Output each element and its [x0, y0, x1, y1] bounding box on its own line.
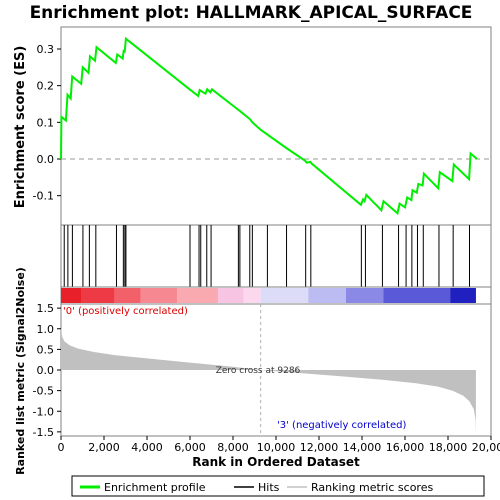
es-y-tick-label: 0.0 [37, 153, 55, 166]
gradient-segment [383, 288, 451, 303]
x-tick-label: 20,000 [472, 441, 500, 454]
x-tick-label: 16,000 [386, 441, 425, 454]
negative-correlation-label: '3' (negatively correlated) [277, 420, 406, 431]
gradient-segment [140, 288, 178, 303]
metric-y-tick-label: -0.5 [33, 385, 54, 398]
legend-hits-label: Hits [258, 481, 280, 494]
hits-panel-frame [60, 224, 492, 288]
enrichment-profile-line [60, 36, 478, 216]
legend-metric-label: Ranking metric scores [311, 481, 433, 494]
metric-y-tick-label: 1.5 [37, 302, 55, 315]
x-tick-label: 2,000 [88, 441, 120, 454]
x-tick-label: 8,000 [217, 441, 249, 454]
positive-correlation-label: '0' (positively correlated) [63, 306, 188, 317]
gradient-segment [243, 288, 261, 303]
gradient-segment [81, 288, 115, 303]
metric-y-tick-label: -1.5 [33, 426, 54, 439]
zero-cross-label: Zero cross at 9286 [216, 366, 301, 376]
gradient-segment [345, 288, 384, 303]
x-tick-label: 10,000 [257, 441, 296, 454]
legend-box [71, 475, 485, 497]
es-y-tick-label: -0.1 [33, 190, 54, 203]
x-axis: 0 2,000 4,000 6,000 8,000 10,000 12,000 14,000 1… [58, 436, 500, 454]
hits-track [63, 225, 470, 287]
metric-y-tick-label: -1.0 [33, 405, 54, 418]
x-tick-label: 4,000 [131, 441, 163, 454]
rank-gradient-bar [61, 288, 476, 303]
ranking-metric-area [61, 326, 476, 433]
gradient-segment [177, 288, 218, 303]
x-tick-label: 12,000 [300, 441, 339, 454]
gradient-segment [450, 288, 476, 303]
x-axis-label: Rank in Ordered Dataset [192, 455, 360, 469]
gradient-segment [260, 288, 309, 303]
gradient-segment [308, 288, 346, 303]
x-tick-label: 0 [58, 441, 65, 454]
x-tick-label: 18,000 [429, 441, 468, 454]
legend-enrichment-label: Enrichment profile [104, 481, 206, 494]
metric-y-tick-label: 1.0 [37, 323, 55, 336]
metric-y-axis-label: Ranked list metric (Signal2Noise) [14, 267, 27, 475]
chart-title: Enrichment plot: HALLMARK_APICAL_SURFACE [30, 3, 473, 23]
metric-panel-axis: -1.5 -1.0 -0.5 0.0 0.5 1.0 1.5 [33, 302, 61, 439]
gradient-segment [217, 288, 244, 303]
es-y-tick-label: 0.3 [37, 43, 55, 56]
gradient-segment [114, 288, 141, 303]
metric-y-tick-label: 0.5 [37, 343, 55, 356]
es-panel-axis: -0.1 0.0 0.1 0.2 0.3 [33, 43, 491, 203]
x-tick-label: 14,000 [343, 441, 382, 454]
es-panel-frame [60, 26, 492, 226]
x-tick-label: 6,000 [174, 441, 206, 454]
metric-y-tick-label: 0.0 [37, 364, 55, 377]
es-y-tick-label: 0.2 [37, 80, 55, 93]
es-y-axis-label: Enrichment score (ES) [13, 46, 28, 209]
gradient-segment [61, 288, 82, 303]
es-y-tick-label: 0.1 [37, 116, 55, 129]
